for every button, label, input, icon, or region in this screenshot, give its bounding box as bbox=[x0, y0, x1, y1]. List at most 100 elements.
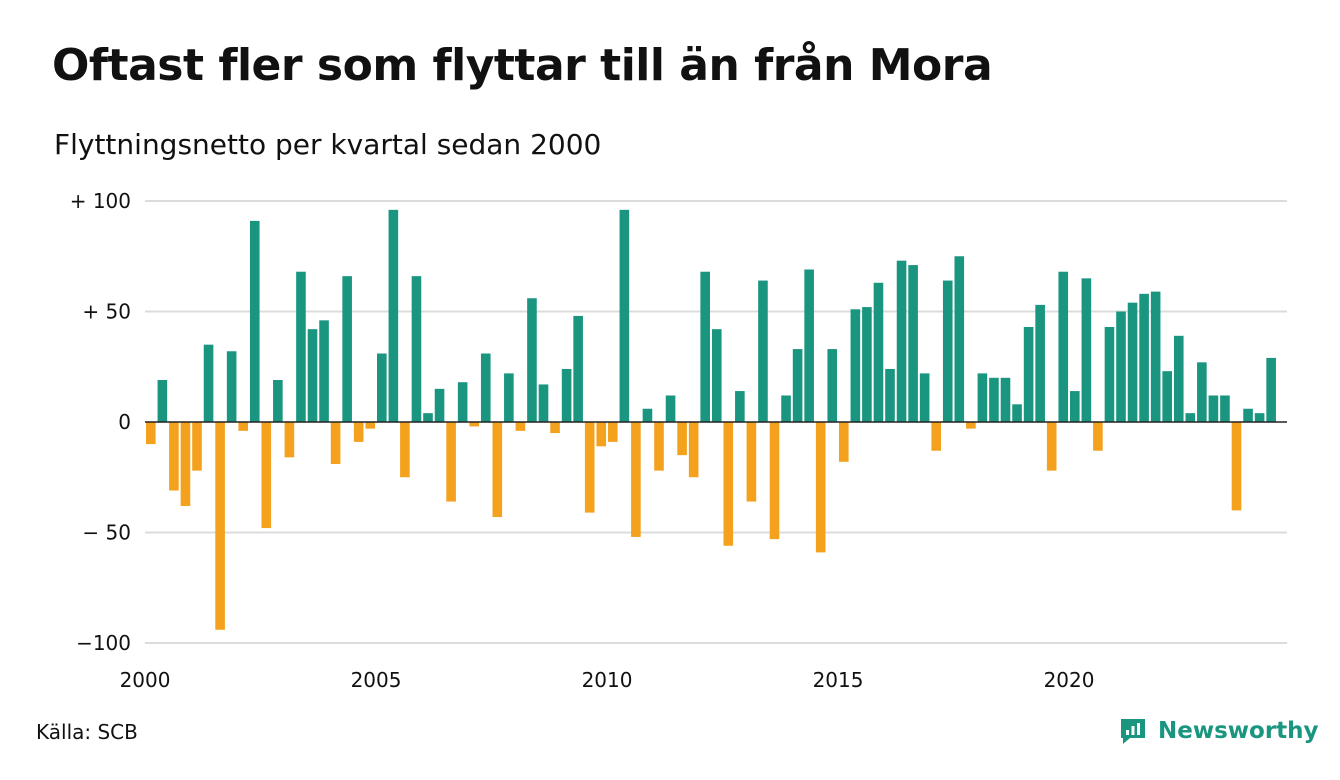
gridlines bbox=[145, 200, 1287, 644]
bar bbox=[700, 271, 710, 422]
bar bbox=[746, 422, 757, 502]
bar bbox=[296, 271, 306, 422]
bar bbox=[307, 329, 318, 422]
bar bbox=[203, 344, 214, 422]
bar bbox=[365, 422, 376, 429]
bar bbox=[215, 422, 225, 630]
bar bbox=[804, 269, 814, 422]
bar bbox=[434, 388, 445, 422]
bar bbox=[711, 329, 722, 422]
bar bbox=[677, 422, 687, 456]
bar bbox=[665, 395, 676, 422]
bar bbox=[342, 276, 352, 422]
bar bbox=[1104, 326, 1115, 422]
bar bbox=[815, 422, 826, 553]
bar bbox=[284, 422, 295, 458]
bar bbox=[735, 391, 745, 422]
bar bbox=[1035, 304, 1045, 422]
bar bbox=[1012, 404, 1022, 422]
bar bbox=[561, 368, 572, 422]
newsworthy-logo-icon bbox=[1121, 719, 1145, 744]
y-axis: + 100 + 50 0 − 50 −100 bbox=[70, 189, 131, 655]
bar bbox=[192, 422, 202, 471]
bar bbox=[885, 368, 895, 422]
bar bbox=[1185, 413, 1196, 422]
bar bbox=[827, 349, 838, 422]
bar bbox=[515, 422, 526, 431]
bar bbox=[1243, 408, 1253, 422]
bar bbox=[608, 422, 618, 442]
bar bbox=[1162, 371, 1172, 422]
bar bbox=[400, 422, 410, 478]
x-tick-label: 2020 bbox=[1044, 668, 1095, 692]
bar bbox=[1000, 377, 1011, 422]
bar bbox=[573, 315, 583, 422]
bar bbox=[908, 265, 918, 422]
bar bbox=[954, 256, 965, 422]
bar bbox=[1023, 326, 1034, 422]
bar bbox=[388, 209, 399, 422]
bar bbox=[896, 260, 907, 422]
source-note: Källa: SCB bbox=[36, 720, 138, 744]
bar bbox=[538, 384, 549, 422]
bar bbox=[423, 413, 433, 422]
bar bbox=[1254, 413, 1265, 422]
bar bbox=[942, 280, 953, 422]
bar bbox=[146, 422, 156, 445]
bars bbox=[146, 209, 1276, 630]
bar bbox=[446, 422, 456, 502]
bar bbox=[1127, 302, 1138, 422]
bar bbox=[157, 380, 168, 422]
bar bbox=[723, 422, 734, 546]
bar bbox=[931, 422, 941, 451]
bar bbox=[330, 422, 341, 464]
brand-name: Newsworthy bbox=[1158, 718, 1319, 744]
bar bbox=[480, 353, 491, 422]
y-tick-label: + 100 bbox=[70, 189, 131, 213]
bar bbox=[1058, 271, 1069, 422]
bar bbox=[1197, 362, 1207, 422]
brand-logo[interactable]: Newsworthy bbox=[1118, 714, 1319, 748]
bar bbox=[654, 422, 664, 471]
bar bbox=[1081, 278, 1092, 422]
bar bbox=[504, 373, 514, 422]
bar bbox=[273, 380, 283, 422]
bar bbox=[619, 209, 630, 422]
bar bbox=[457, 382, 468, 422]
chart-subtitle: Flyttningsnetto per kvartal sedan 2000 bbox=[54, 128, 602, 161]
x-tick-label: 2015 bbox=[813, 668, 864, 692]
bar bbox=[850, 309, 861, 422]
bar bbox=[169, 422, 179, 491]
bar bbox=[862, 307, 872, 422]
bar bbox=[1208, 395, 1219, 422]
bar bbox=[180, 422, 191, 506]
bar bbox=[596, 422, 607, 447]
bar bbox=[527, 298, 537, 422]
bar bbox=[492, 422, 503, 518]
bar bbox=[1139, 293, 1149, 422]
bar bbox=[966, 422, 976, 429]
bar bbox=[758, 280, 768, 422]
bar bbox=[781, 395, 791, 422]
bar bbox=[377, 353, 387, 422]
bar bbox=[919, 373, 930, 422]
bar bbox=[238, 422, 248, 431]
x-tick-label: 2010 bbox=[582, 668, 633, 692]
bar bbox=[1220, 395, 1230, 422]
bar bbox=[989, 377, 999, 422]
bar bbox=[1046, 422, 1057, 471]
bar bbox=[977, 373, 988, 422]
bar bbox=[319, 320, 329, 422]
bar bbox=[839, 422, 849, 462]
bar bbox=[631, 422, 641, 537]
y-tick-label: 0 bbox=[118, 410, 131, 434]
bar bbox=[1093, 422, 1103, 451]
bar bbox=[249, 220, 260, 422]
bar bbox=[642, 408, 653, 422]
bar bbox=[261, 422, 272, 529]
y-tick-label: −100 bbox=[76, 631, 131, 655]
bar bbox=[353, 422, 364, 442]
bar-chart: + 100 + 50 0 − 50 −100 2000 2005 2010 2015 2020 bbox=[70, 189, 1287, 692]
x-axis: 2000 2005 2010 2015 2020 bbox=[120, 668, 1095, 692]
chart-title: Oftast fler som flyttar till än från Mor… bbox=[52, 40, 993, 91]
